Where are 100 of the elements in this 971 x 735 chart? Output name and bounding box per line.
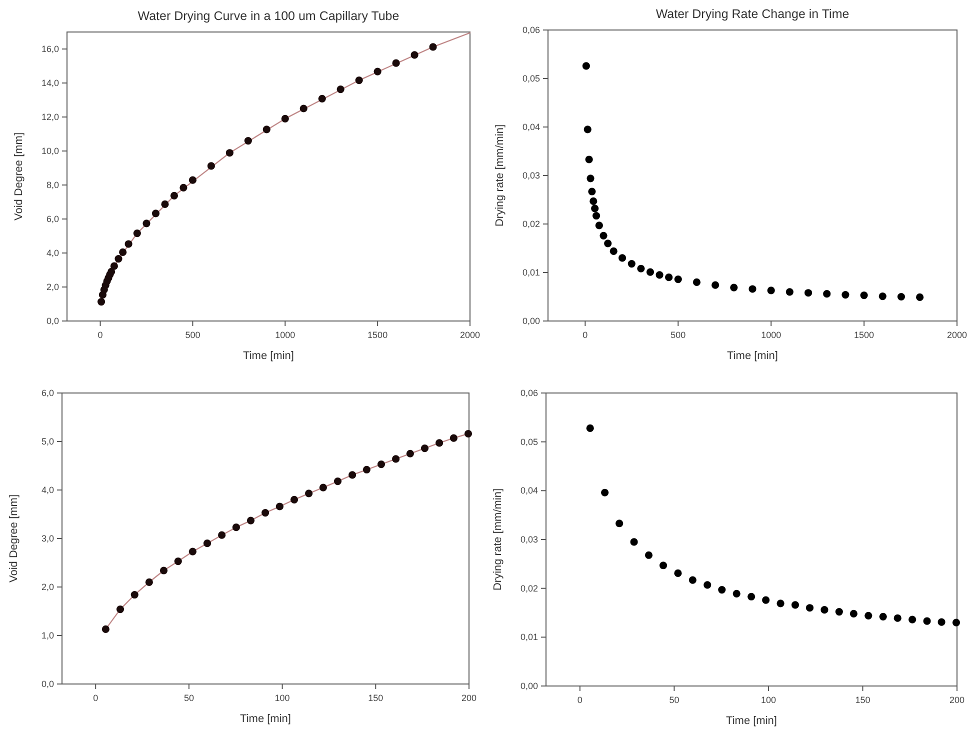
y-tick-label: 0,0 [41,679,54,689]
point [377,460,386,468]
y-tick-label: 4,0 [41,485,54,495]
point [429,43,437,51]
y-tick-label: 0,01 [522,268,540,278]
point [584,126,592,134]
point [938,618,946,626]
point [718,586,726,594]
x-tick-label: 2000 [460,330,480,340]
point [188,176,197,184]
point [336,85,344,94]
point [108,268,116,276]
point [318,94,326,102]
point [786,288,794,296]
point [674,275,682,284]
point [591,204,599,212]
point [374,68,382,76]
point [410,51,418,59]
point [102,625,110,633]
point [262,126,270,134]
point [595,222,603,230]
x-tick-label: 1500 [854,330,874,340]
y-tick-label: 16,0 [41,44,59,54]
point [820,606,828,614]
y-tick-label: 0,06 [522,25,540,35]
point [406,450,414,458]
x-axis-title: Time [min] [726,715,777,727]
point [692,278,701,286]
y-tick-label: 0,04 [520,486,538,496]
point [464,430,472,438]
x-tick-label: 2000 [946,330,968,340]
y-tick-label: 0,0 [46,316,59,326]
point [601,488,609,496]
y-tick-label: 0,02 [522,219,540,229]
point [637,264,645,272]
point [646,268,654,276]
point [262,508,270,517]
y-tick-label: 0,03 [520,534,538,544]
y-tick-label: 6,0 [41,388,54,398]
point [674,569,682,577]
point [616,520,624,528]
point [923,617,931,625]
point [835,608,843,616]
point [610,247,618,255]
point [142,220,150,228]
x-tick-label: 0 [582,330,588,340]
point [823,290,831,298]
point [806,604,814,612]
point [879,612,887,620]
point [712,281,720,289]
point [864,612,872,620]
x-tick-label: 0 [93,693,98,703]
point [246,516,255,524]
point [762,596,770,604]
point [436,439,444,447]
point [145,578,153,586]
point [305,490,313,498]
y-tick-label: 0,00 [520,681,538,691]
point [170,192,178,200]
point [600,232,608,240]
point [586,174,594,182]
x-tick-label: 150 [855,695,870,705]
point [604,240,612,248]
y-axis-title: Void Degree [mm] [13,132,25,221]
y-tick-label: 3,0 [41,534,54,544]
point [281,114,289,122]
y-tick-label: 12,0 [41,112,59,122]
point [203,540,212,548]
y-axis-title: Void Degree [mm] [8,494,20,583]
point [628,260,636,268]
y-tick-label: 0,06 [520,388,538,398]
point [130,590,138,599]
point [588,188,596,196]
point [133,229,141,238]
point [748,592,756,600]
point [300,104,308,112]
point [110,262,118,270]
point [592,212,600,220]
point [804,289,812,297]
y-tick-label: 10,0 [41,146,59,156]
point [355,76,363,84]
point [124,240,132,248]
point [644,551,653,559]
point [174,557,182,566]
point [791,601,800,609]
x-tick-label: 1500 [368,330,388,340]
point [850,610,858,618]
point [161,200,169,208]
point [188,548,196,556]
y-tick-label: 0,04 [522,122,540,132]
y-tick-label: 1,0 [41,630,54,640]
x-tick-label: 200 [949,695,965,705]
x-tick-label: 0 [577,695,582,705]
point [218,531,226,539]
point [842,291,850,299]
point [656,271,664,279]
point [748,285,756,293]
point [450,434,458,442]
point [119,248,127,256]
point [894,614,902,622]
